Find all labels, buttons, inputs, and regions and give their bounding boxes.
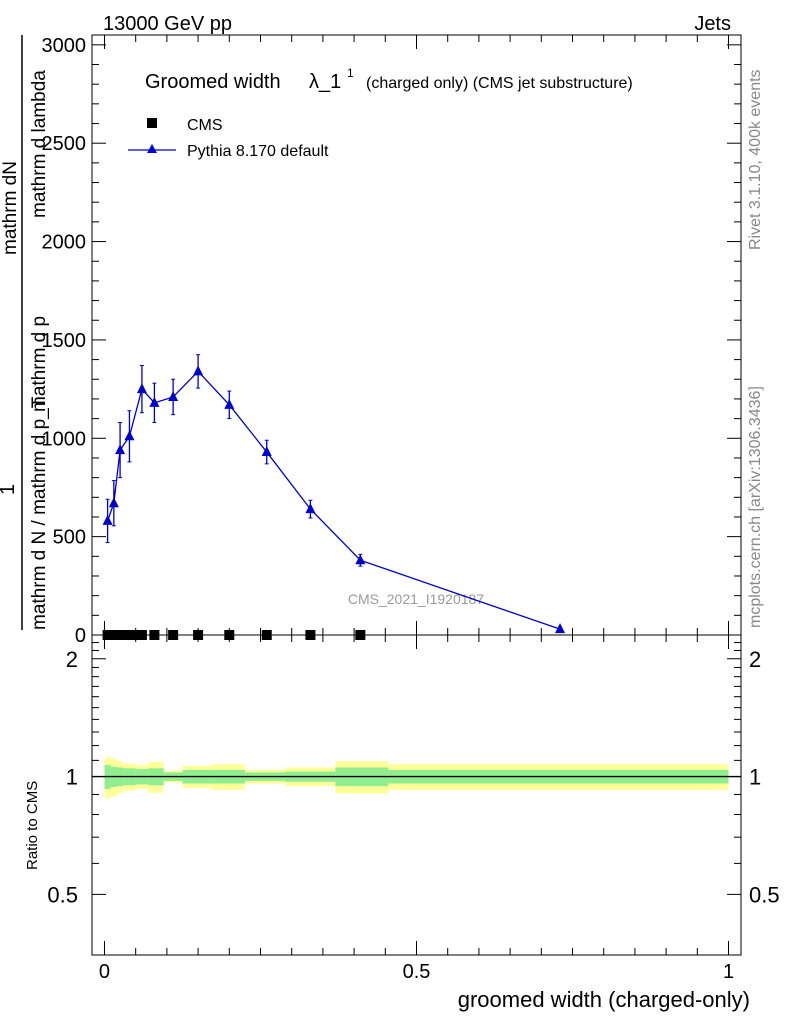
main-y-tick-label: 1500 xyxy=(42,330,87,352)
main-y-tick-label: 2500 xyxy=(42,133,87,155)
main-y-tick-label: 0 xyxy=(75,625,86,647)
ratio-panel-frame xyxy=(91,634,742,956)
x-tick-label: 1 xyxy=(723,961,734,983)
y-label-numerator: mathrm dN xyxy=(0,161,21,255)
mc-data-point xyxy=(124,430,135,441)
y-label-lambda-part: mathrm d lambda xyxy=(29,70,50,218)
main-y-tick-label: 500 xyxy=(53,527,86,549)
title-superscript: 1 xyxy=(347,66,354,80)
main-y-tick-label: 1000 xyxy=(42,428,87,450)
y-label-denominator-part: mathrm d p xyxy=(29,316,50,412)
ratio-y-tick-labels: 0.5 0.5 1 1 2 2 xyxy=(47,647,779,908)
legend-cms-marker xyxy=(147,118,157,128)
ratio-y-tick-label-right: 0.5 xyxy=(749,882,780,907)
mc-data-point xyxy=(115,444,126,455)
mc-data-point xyxy=(224,398,235,409)
y-label-denominator: mathrm d N / mathrm d p_T xyxy=(29,396,50,630)
mcplots-label: mcplots.cern.ch [arXiv:1306.3436] xyxy=(747,386,764,628)
ratio-y-axis-label: Ratio to CMS xyxy=(24,781,41,870)
legend-pythia-label: Pythia 8.170 default xyxy=(187,143,329,160)
mc-data-point xyxy=(149,396,160,407)
mc-data-point xyxy=(108,497,119,508)
y-label-prefix: 1 xyxy=(0,484,19,495)
main-y-axis-label: 1 mathrm d N / mathrm d p_T mathrm dN ma… xyxy=(0,35,50,630)
main-y-tick-label: 2000 xyxy=(42,232,87,254)
mc-data-point xyxy=(355,554,366,565)
mc-data-point xyxy=(102,514,113,525)
plot-title: Groomed width λ_1 1 (charged only) (CMS … xyxy=(145,66,633,93)
legend: CMS Pythia 8.170 default xyxy=(128,117,329,160)
header-energy-label: 13000 GeV pp xyxy=(103,13,232,35)
title-main: Groomed width xyxy=(145,71,281,93)
ratio-y-tick-label-right: 1 xyxy=(749,765,761,790)
legend-cms-label: CMS xyxy=(187,117,223,134)
x-tick-label: 0 xyxy=(99,961,110,983)
analysis-id-label: CMS_2021_I1920187 xyxy=(348,591,484,607)
rivet-version-label: Rivet 3.1.10, 400k events xyxy=(747,69,764,250)
ratio-y-tick-label: 2 xyxy=(66,647,78,672)
legend-pythia-marker xyxy=(147,144,157,153)
mc-data-point xyxy=(168,390,179,401)
x-tick-label: 0.5 xyxy=(403,961,431,983)
mc-data-point xyxy=(136,383,147,394)
ratio-y-tick-label: 0.5 xyxy=(47,882,78,907)
header-category-label: Jets xyxy=(694,13,731,35)
mc-data-point xyxy=(261,446,272,457)
mc-data-point xyxy=(193,365,204,376)
main-y-tick-labels: 0 500 1000 1500 2000 2500 3000 xyxy=(42,35,87,647)
title-symbol: λ_1 xyxy=(309,71,341,93)
mc-data-point xyxy=(305,503,316,514)
mc-series-line xyxy=(106,370,561,630)
ratio-y-tick-label: 1 xyxy=(66,765,78,790)
ratio-uncertainty-bands xyxy=(104,757,729,799)
ratio-y-tick-label-right: 2 xyxy=(749,647,761,672)
ratio-axis-ticks xyxy=(92,635,741,955)
main-y-tick-label: 3000 xyxy=(42,35,87,57)
mc-data-point xyxy=(555,623,566,634)
ratio-x-tick-labels: 0 0.5 1 xyxy=(99,961,734,983)
pythia-mc-series xyxy=(102,354,566,634)
x-axis-label: groomed width (charged-only) xyxy=(458,987,750,1012)
title-suffix: (charged only) (CMS jet substructure) xyxy=(366,75,633,92)
main-axis-ticks xyxy=(92,35,741,636)
